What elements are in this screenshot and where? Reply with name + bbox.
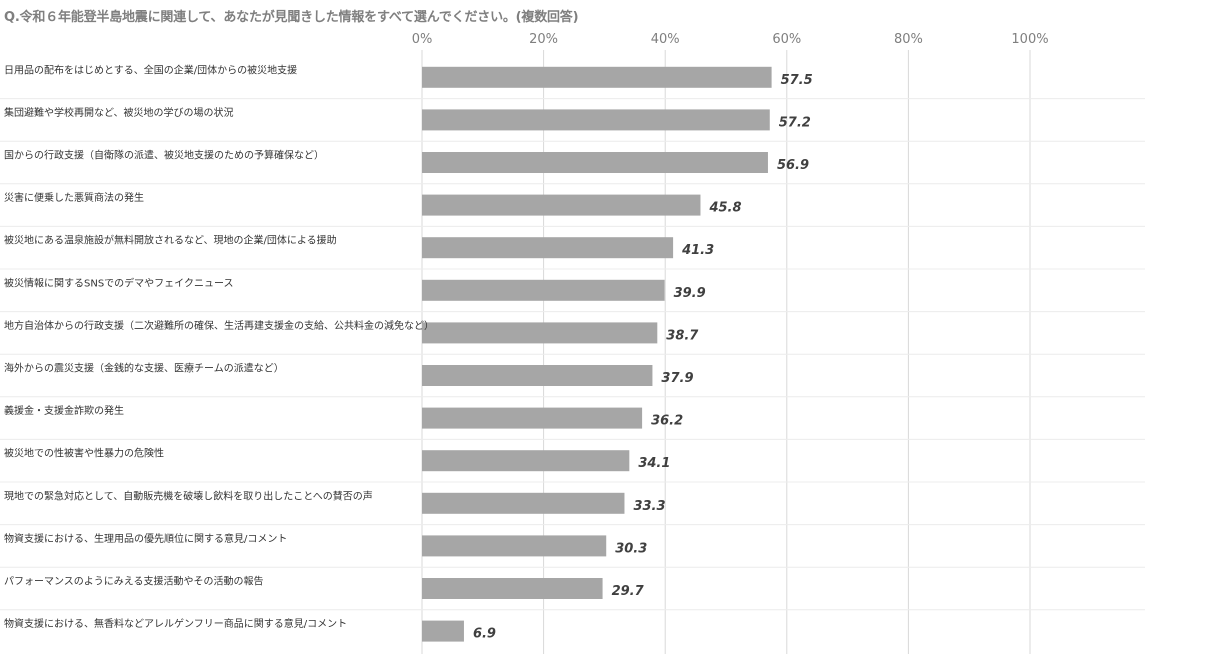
x-tick-label: 60%	[772, 32, 801, 47]
bar	[422, 152, 768, 173]
category-label: 国からの行政支援（自衛隊の派遣、被災地支援のための予算確保など）	[4, 149, 324, 162]
category-label: 物資支援における、生理用品の優先順位に関する意見/コメント	[4, 532, 287, 545]
category-label: 災害に便乗した悪質商法の発生	[4, 191, 144, 204]
category-labels: 日用品の配布をはじめとする、全国の企業/団体からの被災地支援集団避難や学校再開な…	[4, 63, 434, 630]
bar	[422, 365, 653, 386]
category-label: 物資支援における、無香料などアレルゲンフリー商品に関する意見/コメント	[4, 617, 347, 630]
bar	[422, 322, 658, 344]
value-labels: 57.5 57.2 56.9 45.8 41.3 39.9 38.7 37.9 36.2 34.1…	[473, 73, 813, 642]
category-label: 地方自治体からの行政支援（二次避難所の確保、生活再建支援金の支給、公共料金の減免…	[4, 319, 434, 332]
value-label: 57.5	[781, 73, 813, 88]
bar	[422, 194, 701, 216]
value-label: 41.3	[681, 243, 714, 258]
category-label: 海外からの震災支援（金銭的な支援、医療チームの派遣など）	[4, 362, 284, 375]
category-label: 日用品の配布をはじめとする、全国の企業/団体からの被災地支援	[4, 63, 297, 76]
value-label: 36.2	[651, 414, 683, 429]
category-label: 被災地にある温泉施設が無料開放されるなど、現地の企業/団体による援助	[4, 234, 337, 247]
x-tick-label: 40%	[651, 32, 680, 47]
grid-lines	[421, 50, 1031, 654]
x-tick-label: 100%	[1011, 32, 1048, 47]
category-label: 義援金・支援金詐欺の発生	[4, 404, 124, 417]
x-tick-label: 0%	[412, 32, 433, 47]
value-label: 34.1	[638, 456, 670, 471]
category-label: 被災情報に関するSNSでのデマやフェイクニュース	[4, 276, 233, 289]
value-label: 56.9	[777, 158, 809, 173]
value-label: 57.2	[779, 115, 811, 130]
bar	[422, 535, 607, 557]
bar	[422, 620, 464, 642]
x-tick-label: 80%	[894, 32, 923, 47]
bar	[422, 109, 770, 131]
chart-title: Q.令和６年能登半島地震に関連して、あなたが見聞きした情報をすべて選んでください…	[4, 10, 579, 25]
bars	[422, 66, 772, 642]
value-label: 30.3	[615, 541, 647, 556]
x-axis-ticks: 0% 20% 40% 60% 80% 100%	[412, 32, 1049, 47]
bar	[422, 66, 772, 88]
value-label: 45.8	[708, 201, 741, 216]
bar	[422, 492, 625, 514]
row-separators	[0, 98, 1145, 611]
bar	[422, 407, 643, 429]
value-label: 39.9	[674, 286, 706, 301]
value-label: 38.7	[666, 328, 699, 343]
category-label: 被災地での性被害や性暴力の危険性	[4, 447, 164, 460]
value-label: 33.3	[633, 499, 665, 514]
category-label: 現地での緊急対応として、自動販売機を破壊し飲料を取り出したことへの賛否の声	[4, 489, 373, 502]
value-label: 29.7	[612, 584, 645, 599]
bar	[422, 237, 674, 259]
bar	[422, 279, 665, 301]
x-tick-label: 20%	[529, 32, 558, 47]
bar	[422, 450, 630, 472]
bar	[422, 578, 603, 599]
value-label: 6.9	[473, 627, 496, 642]
value-label: 37.9	[661, 371, 693, 386]
category-label: 集団避難や学校再開など、被災地の学びの場の状況	[4, 106, 234, 119]
category-label: パフォーマンスのようにみえる支援活動やその活動の報告	[4, 575, 264, 588]
